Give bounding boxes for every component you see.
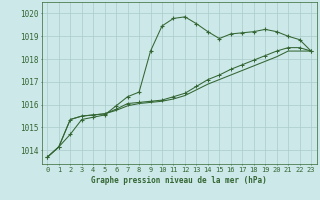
X-axis label: Graphe pression niveau de la mer (hPa): Graphe pression niveau de la mer (hPa) <box>91 176 267 185</box>
